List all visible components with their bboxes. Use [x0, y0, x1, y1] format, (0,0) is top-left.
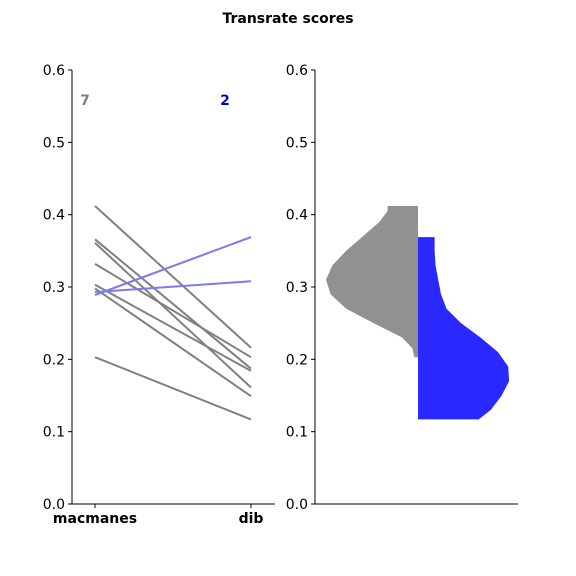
- left-y-tick-label: 0.2: [43, 352, 65, 368]
- right-y-tick-label: 0.5: [286, 135, 308, 151]
- right-y-tick-label: 0.3: [286, 280, 308, 296]
- series-line: [94, 356, 252, 421]
- left-y-tick-label: 0.3: [43, 280, 65, 296]
- left-y-tick-label: 0.0: [43, 497, 65, 513]
- left-y-tick-label: 0.4: [43, 208, 65, 224]
- series-line: [94, 263, 252, 359]
- series-line: [94, 283, 252, 372]
- right-y-tick-label: 0.2: [286, 352, 308, 368]
- series-line: [94, 280, 252, 294]
- series-line: [94, 238, 252, 370]
- chart-title: Transrate scores: [222, 11, 353, 27]
- right-y-tick-label: 0.1: [286, 425, 308, 441]
- paired-lines-panel: 0.0 0.1 0.2 0.3 0.4 0.5 0.6 macmanes dib 7 2: [43, 63, 275, 527]
- left-y-tick-label: 0.5: [43, 135, 65, 151]
- right-y-tick-label: 0.6: [286, 63, 308, 79]
- right-y-tick-label: 0.0: [286, 497, 308, 513]
- count-label: 2: [220, 93, 230, 109]
- category-label-macmanes: macmanes: [53, 511, 137, 527]
- left-y-tick-label: 0.6: [43, 63, 65, 79]
- count-label: 7: [80, 93, 90, 109]
- series-line: [94, 236, 252, 296]
- series-line: [94, 287, 252, 398]
- violin-macmanes: [326, 206, 418, 358]
- category-label-dib: dib: [239, 511, 264, 527]
- left-y-tick-label: 0.1: [43, 425, 65, 441]
- split-violin-panel: 0.0 0.1 0.2 0.3 0.4 0.5 0.6: [286, 63, 518, 513]
- right-y-tick-label: 0.4: [286, 208, 308, 224]
- series-line: [94, 242, 252, 389]
- series-line: [94, 205, 252, 349]
- violin-dib: [418, 237, 510, 420]
